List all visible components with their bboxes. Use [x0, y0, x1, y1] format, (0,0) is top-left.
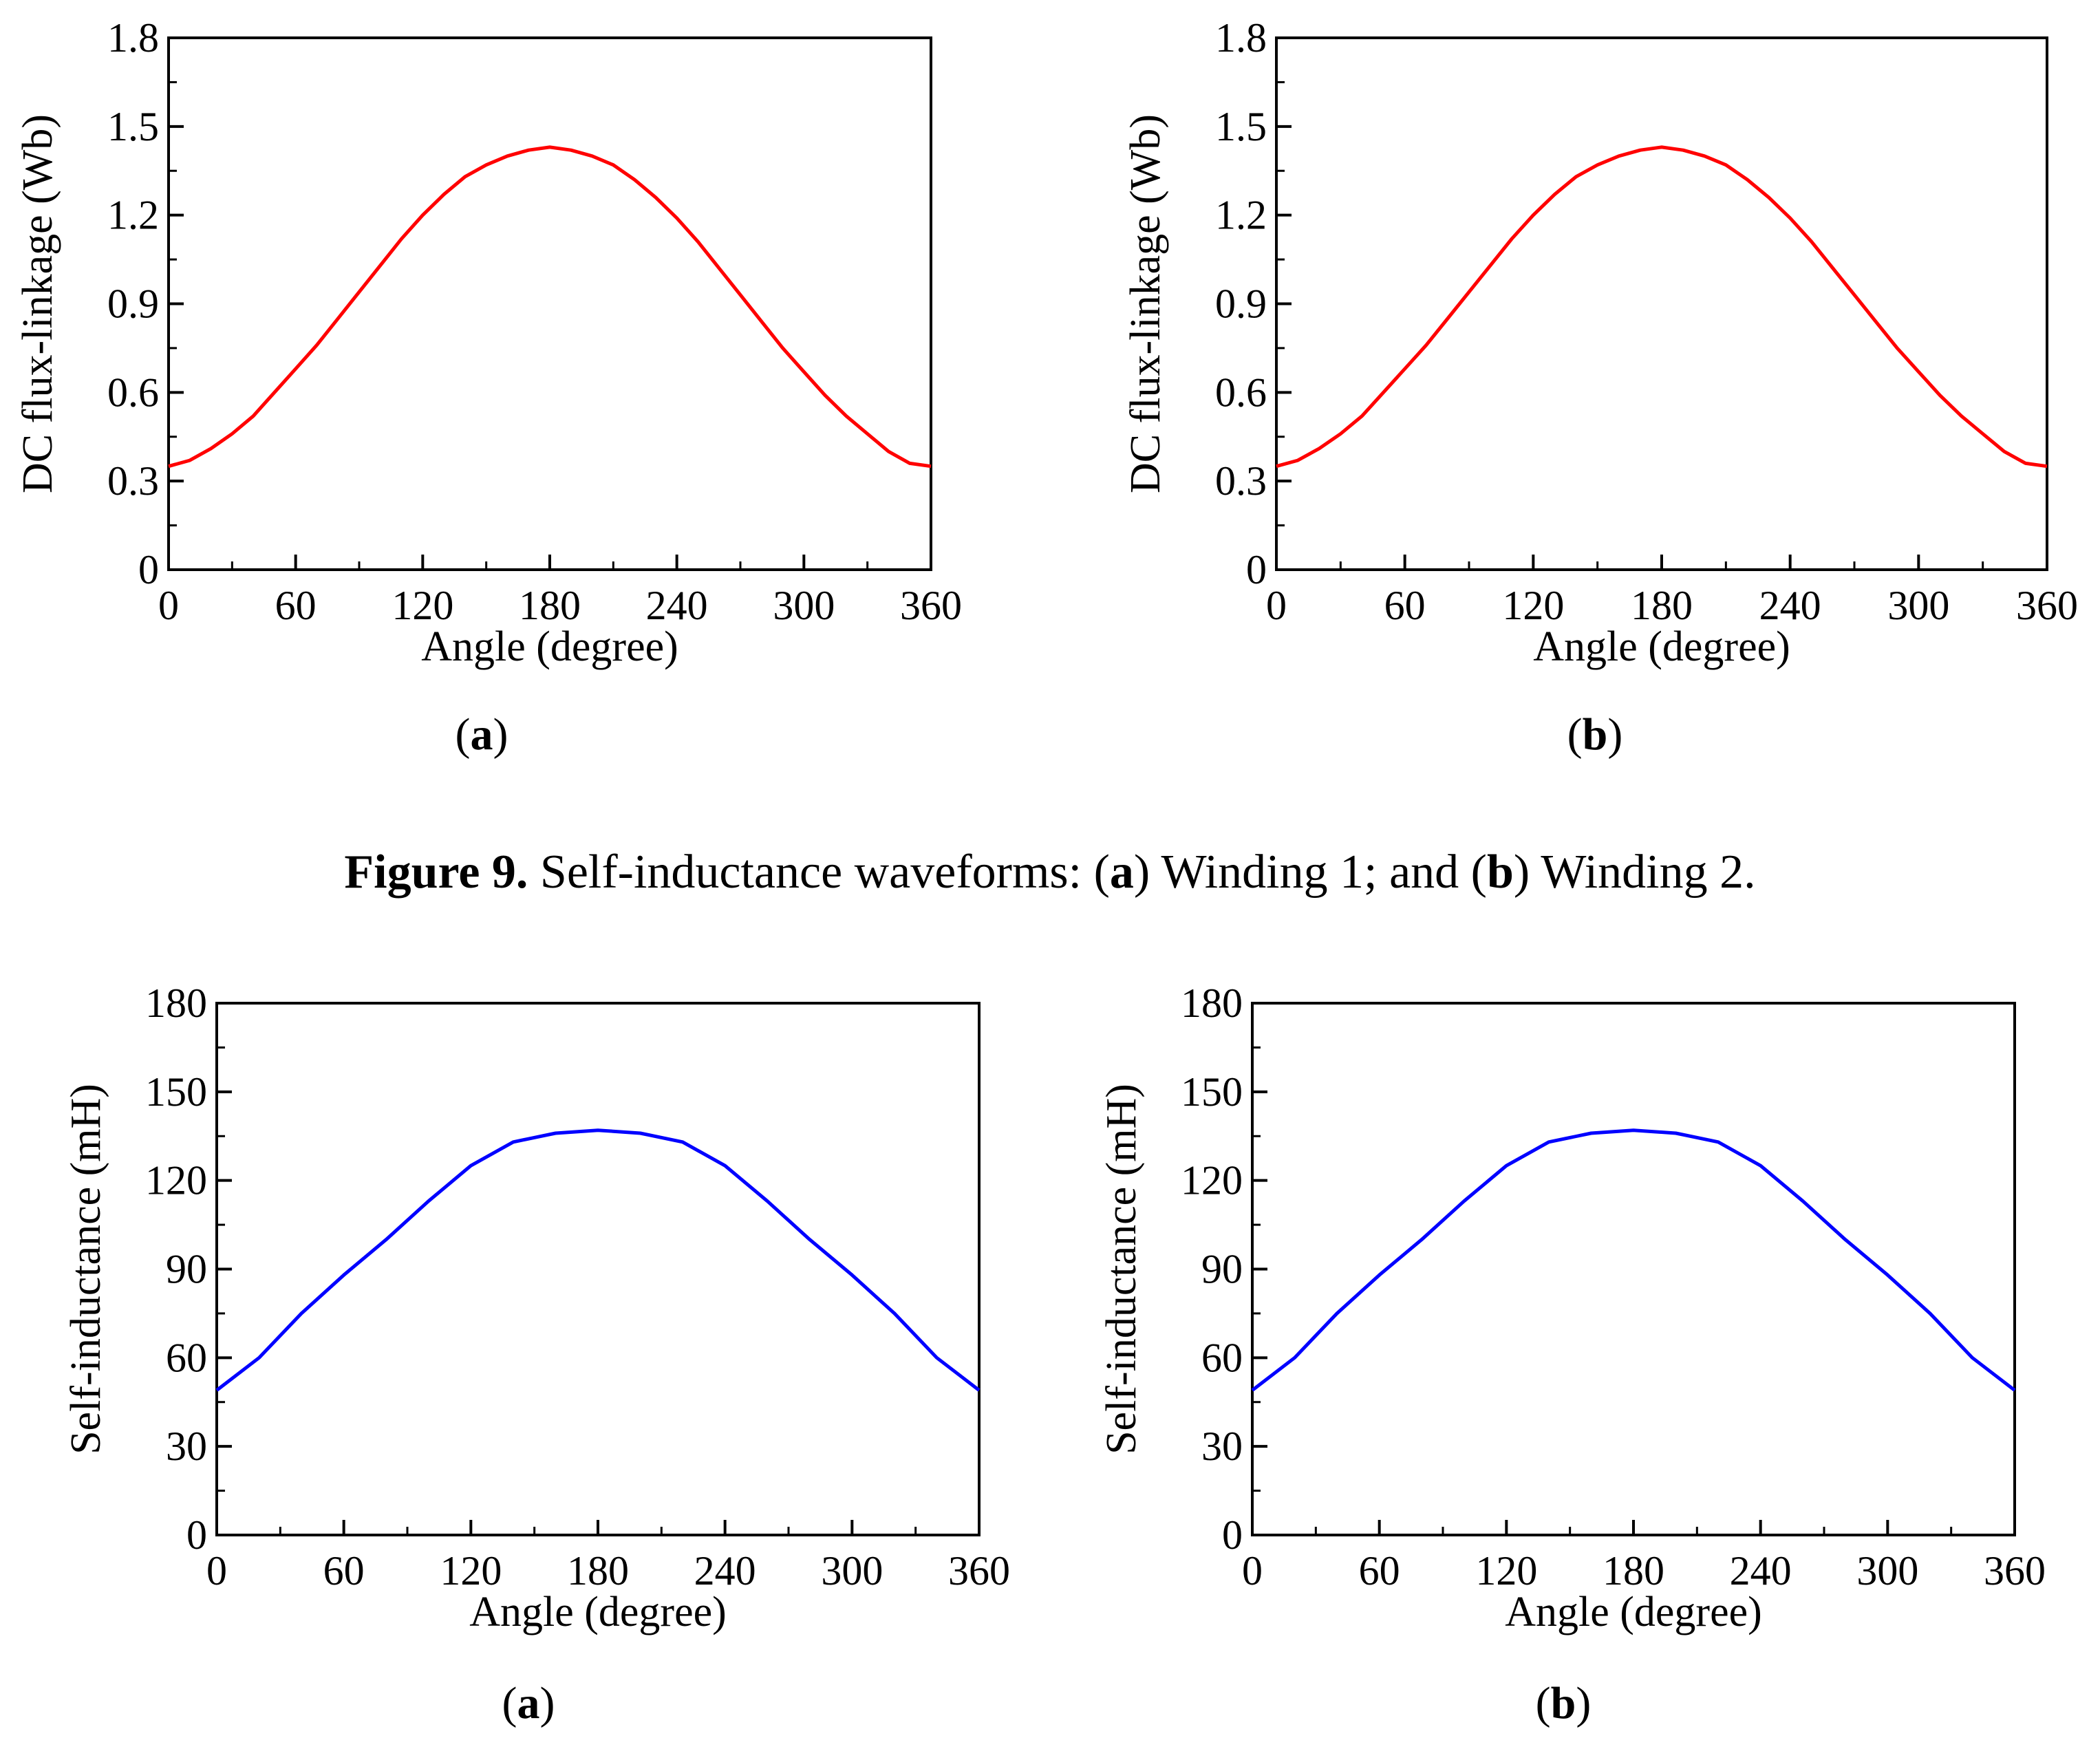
panel-open-paren: ( [1535, 1678, 1551, 1728]
x-tick-label: 240 [1730, 1548, 1792, 1594]
x-tick-label: 180 [567, 1548, 629, 1594]
figure-caption: Figure 9. Self-inductance waveforms: (a)… [0, 845, 2100, 900]
y-tick-label: 150 [1181, 1069, 1243, 1115]
series-line [215, 1128, 981, 1392]
y-tick-label: 120 [1181, 1158, 1243, 1203]
plot-frame [167, 36, 932, 571]
x-tick-label: 240 [646, 583, 708, 628]
x-tick-label: 120 [440, 1548, 502, 1594]
panel-close-paren: ) [539, 1678, 555, 1728]
caption-text-1: Self-inductance waveforms: ( [528, 846, 1110, 899]
y-tick-label: 60 [1201, 1335, 1243, 1380]
y-tick-label: 0.9 [107, 281, 159, 327]
x-tick-label: 360 [900, 583, 962, 628]
y-tick-label: 0.3 [1215, 458, 1267, 504]
panel-label-b-top: (b) [1526, 709, 1664, 761]
series-line [1251, 1128, 2016, 1392]
x-axis-label: Angle (degree) [1533, 623, 1790, 670]
y-axis-label: DC flux-linkage (Wb) [14, 114, 61, 493]
x-tick-label: 120 [392, 583, 453, 628]
y-tick-label: 30 [166, 1424, 207, 1469]
x-tick-label: 180 [1631, 583, 1693, 628]
panel-open-paren: ( [1567, 709, 1583, 760]
plot-frame [1275, 36, 2048, 571]
x-tick-label: 360 [2016, 583, 2078, 628]
x-tick-label: 0 [206, 1548, 227, 1594]
figure-number: Figure 9. [344, 846, 528, 899]
y-tick-label: 0 [1222, 1512, 1243, 1558]
x-axis-label: Angle (degree) [421, 623, 678, 670]
x-tick-label: 300 [1887, 583, 1949, 628]
x-tick-label: 240 [694, 1548, 756, 1594]
panel-letter: b [1550, 1678, 1576, 1728]
y-tick-label: 0.9 [1215, 281, 1267, 327]
y-tick-label: 0 [186, 1512, 207, 1558]
x-tick-label: 0 [158, 583, 179, 628]
y-tick-label: 1.8 [1215, 15, 1267, 61]
y-axis-label: Self-inductance (mH) [63, 1084, 109, 1455]
panel-label-a-bottom: (a) [460, 1677, 597, 1730]
y-tick-label: 60 [166, 1335, 207, 1380]
caption-text-3: ) Winding 2. [1513, 846, 1756, 899]
panel-letter: a [517, 1678, 540, 1728]
y-tick-label: 180 [145, 980, 207, 1026]
x-axis-label: Angle (degree) [469, 1589, 727, 1635]
panel-close-paren: ) [493, 709, 508, 760]
x-tick-label: 360 [1984, 1548, 2046, 1594]
x-tick-label: 0 [1242, 1548, 1263, 1594]
x-tick-label: 0 [1266, 583, 1287, 628]
y-tick-label: 180 [1181, 980, 1243, 1026]
y-tick-label: 0.6 [1215, 369, 1267, 415]
x-tick-label: 60 [1384, 583, 1426, 628]
y-tick-label: 0 [1246, 547, 1267, 592]
y-tick-label: 1.5 [1215, 104, 1267, 149]
y-tick-label: 1.2 [107, 193, 159, 238]
y-tick-label: 150 [145, 1069, 207, 1115]
y-tick-label: 0.6 [107, 369, 159, 415]
x-tick-label: 240 [1759, 583, 1821, 628]
caption-text-2: ) Winding 1; and ( [1133, 846, 1487, 899]
y-tick-label: 30 [1201, 1424, 1243, 1469]
x-tick-label: 180 [519, 583, 581, 628]
caption-letter-b: b [1486, 846, 1514, 899]
panel-open-paren: ( [502, 1678, 517, 1728]
x-tick-label: 60 [1359, 1548, 1400, 1594]
panel-close-paren: ) [1576, 1678, 1592, 1728]
y-tick-label: 1.5 [107, 104, 159, 149]
y-tick-label: 1.2 [1215, 193, 1267, 238]
plot-frame [215, 1002, 981, 1536]
x-tick-label: 120 [1475, 1548, 1537, 1594]
y-axis-label: DC flux-linkage (Wb) [1122, 114, 1169, 493]
x-tick-label: 300 [1856, 1548, 1918, 1594]
x-tick-label: 60 [275, 583, 317, 628]
series-line [168, 145, 932, 469]
y-tick-label: 90 [1201, 1247, 1243, 1292]
y-tick-label: 0 [138, 547, 159, 592]
x-tick-label: 180 [1603, 1548, 1664, 1594]
plot-frame [1251, 1002, 2016, 1536]
y-tick-label: 120 [145, 1158, 207, 1203]
panel-label-a-top: (a) [413, 709, 550, 761]
y-tick-label: 1.8 [107, 15, 159, 61]
x-axis-label: Angle (degree) [1505, 1589, 1762, 1635]
y-axis-label: Self-inductance (mH) [1098, 1084, 1145, 1455]
x-tick-label: 300 [773, 583, 835, 628]
y-tick-label: 0.3 [107, 458, 159, 504]
panel-open-paren: ( [455, 709, 471, 760]
panel-letter: a [470, 709, 493, 760]
series-line [1276, 145, 2048, 469]
caption-letter-a: a [1109, 846, 1134, 899]
y-tick-label: 90 [166, 1247, 207, 1292]
x-tick-label: 120 [1502, 583, 1564, 628]
panel-letter: b [1582, 709, 1608, 760]
x-tick-label: 60 [323, 1548, 365, 1594]
x-tick-label: 360 [948, 1548, 1010, 1594]
panel-close-paren: ) [1607, 709, 1623, 760]
panel-label-b-bottom: (b) [1494, 1677, 1632, 1730]
x-tick-label: 300 [821, 1548, 883, 1594]
